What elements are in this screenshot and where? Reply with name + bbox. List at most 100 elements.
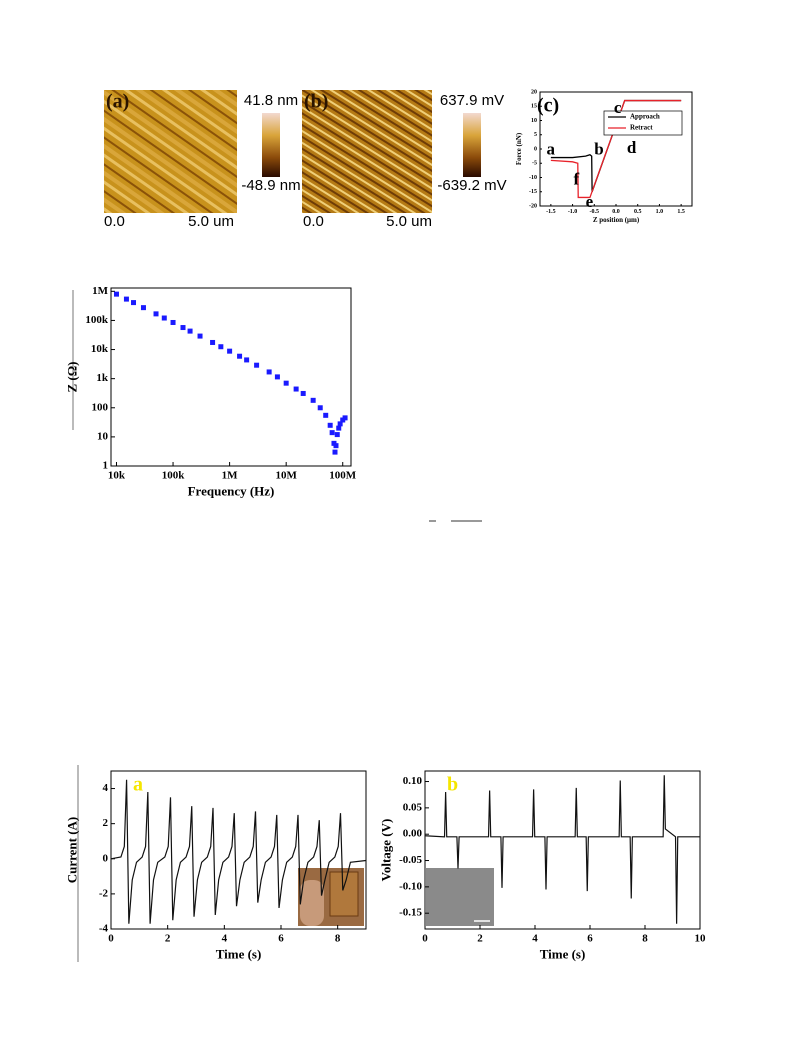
point xyxy=(227,348,233,354)
afm-image xyxy=(302,90,432,213)
x-tick-label: -1.5 xyxy=(546,209,556,215)
panel-label: (a) xyxy=(106,91,129,113)
panel-label: (c) xyxy=(537,95,559,117)
y-axis-label: Current (A) xyxy=(65,817,80,884)
inset-sem xyxy=(426,868,494,926)
inset-photo-detail xyxy=(300,880,324,926)
annotation: d xyxy=(627,138,637,157)
x-tick-label: 1M xyxy=(222,469,239,481)
y-tick-label: -5 xyxy=(532,161,537,167)
point xyxy=(336,425,342,431)
annotation: a xyxy=(547,139,556,158)
point xyxy=(323,412,329,418)
point xyxy=(293,386,299,392)
x-tick-label: 100k xyxy=(162,469,186,481)
annotation: e xyxy=(586,192,594,211)
x-axis-label: Frequency (Hz) xyxy=(188,483,275,498)
y-tick-label: -10 xyxy=(529,175,537,181)
y-tick-label: 2 xyxy=(103,817,109,829)
x-tick-label: 0.5 xyxy=(634,209,642,215)
annotation: f xyxy=(573,169,579,188)
y-axis-label: Voltage (V) xyxy=(379,819,394,882)
panel-label: (b) xyxy=(304,91,328,113)
x-tick-label: 1.5 xyxy=(677,209,685,215)
y-tick-label: -15 xyxy=(529,189,537,195)
y-axis-label: Z (Ω) xyxy=(65,362,80,393)
series-line xyxy=(110,779,367,924)
point xyxy=(283,380,289,386)
color-bar xyxy=(463,113,481,177)
annotation: b xyxy=(594,139,603,158)
point xyxy=(113,291,119,297)
x-axis-label: Time (s) xyxy=(540,946,586,961)
point xyxy=(180,325,186,331)
y-tick-label: 15 xyxy=(531,104,537,110)
point xyxy=(329,430,335,436)
x-tick-label: 4 xyxy=(532,932,538,944)
point xyxy=(218,344,224,350)
scale-max: 41.8 nm xyxy=(244,92,298,109)
point xyxy=(237,353,243,359)
point xyxy=(187,328,193,334)
x-tick-label: 100M xyxy=(329,469,357,481)
x-tick-label: 10M xyxy=(275,469,297,481)
x-tick-label: 4 xyxy=(222,932,228,944)
afm-panel-b: (b) 637.9 mV -639.2 mV 0.0 5.0 um xyxy=(302,90,507,230)
point xyxy=(254,362,260,368)
x-tick-label: 8 xyxy=(642,932,648,944)
point xyxy=(244,357,250,363)
x-tick-label: -0.5 xyxy=(590,209,600,215)
point xyxy=(332,449,338,455)
y-tick-label: 4 xyxy=(103,782,109,794)
chart: -1.5 -1.0 -0.5 0.0 0.5 1.0 1.5 -20 -15 -10 -5 0 5 10 1… xyxy=(515,89,693,224)
y-tick-label: 0.05 xyxy=(403,801,423,813)
x-tick-label: 0.0 xyxy=(612,209,620,215)
x-axis-label: Z position (μm) xyxy=(593,216,640,224)
y-tick-label: 20 xyxy=(531,89,537,95)
plot-frame xyxy=(110,287,352,467)
chart: 0 2 4 6 8 -4 -2 0 2 4 Time (s) Current (A) a xyxy=(65,770,367,961)
color-bar xyxy=(262,113,280,177)
y-tick-label: -0.15 xyxy=(399,907,422,919)
y-tick-label: 1 xyxy=(103,460,109,472)
point xyxy=(317,405,323,411)
x-tick-label: 10 xyxy=(695,932,707,944)
y-tick-label: -2 xyxy=(99,887,109,899)
point xyxy=(327,422,333,428)
x-tick-label: 6 xyxy=(587,932,593,944)
x-start: 0.0 xyxy=(104,213,125,230)
panel-label: a xyxy=(133,774,143,796)
legend-label: Approach xyxy=(630,113,660,121)
series-line xyxy=(424,775,700,924)
x-tick-label: -1.0 xyxy=(568,209,578,215)
y-tick-label: 1k xyxy=(96,372,109,384)
panel-label: b xyxy=(447,774,458,796)
point xyxy=(337,421,343,427)
legend-label: Retract xyxy=(630,124,653,132)
inset-photo-detail xyxy=(329,871,359,917)
afm-panel-a: (a) 41.8 nm -48.9 nm 0.0 5.0 um xyxy=(104,90,301,230)
point xyxy=(274,374,280,380)
x-tick-label: 1.0 xyxy=(656,209,664,215)
point xyxy=(310,397,316,403)
x-axis-label: Time (s) xyxy=(216,946,262,961)
y-tick-label: 10k xyxy=(91,343,109,355)
series-line xyxy=(550,99,682,199)
point xyxy=(210,339,216,345)
point xyxy=(123,296,129,302)
x-tick-label: 6 xyxy=(278,932,284,944)
point xyxy=(333,443,339,449)
point xyxy=(334,432,340,438)
plot-frame xyxy=(110,770,367,930)
y-tick-label: 10 xyxy=(531,118,537,124)
scale-min: -48.9 nm xyxy=(241,177,300,194)
y-tick-label: -4 xyxy=(99,923,109,935)
point xyxy=(266,369,272,375)
y-axis-label: Force (nN) xyxy=(515,132,523,165)
y-tick-label: 5 xyxy=(534,132,537,138)
x-tick-label: 8 xyxy=(335,932,341,944)
x-start: 0.0 xyxy=(303,213,324,230)
y-tick-label: -0.10 xyxy=(399,880,422,892)
y-tick-label: 1M xyxy=(92,285,109,297)
